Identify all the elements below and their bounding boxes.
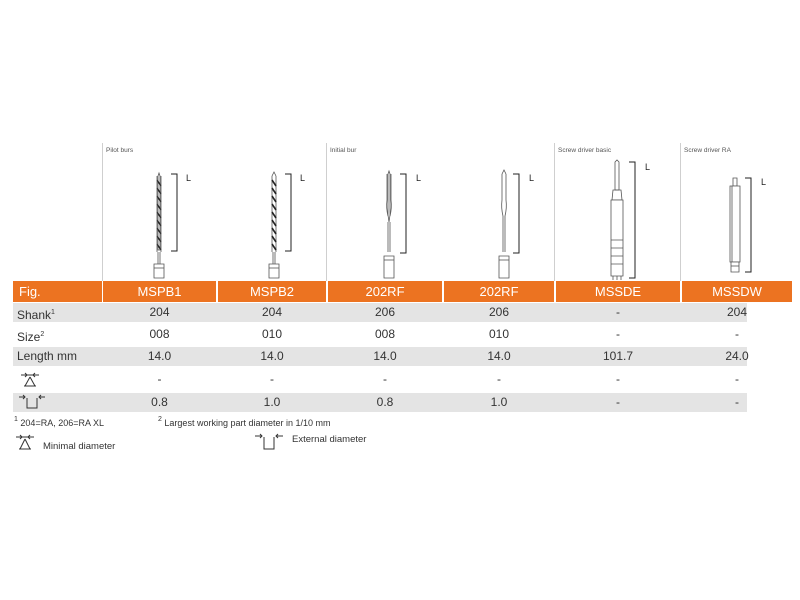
table-cell: - xyxy=(270,372,274,386)
table-cell: 24.0 xyxy=(725,349,749,363)
header-202rf-a: 202RF xyxy=(328,281,442,302)
table-cell: - xyxy=(157,372,162,386)
header-202rf-b: 202RF xyxy=(444,281,554,302)
row-label: Length mm xyxy=(17,349,78,363)
table-cell: 206 xyxy=(488,305,510,319)
column-divider xyxy=(680,143,681,281)
header-fig-label: Fig. xyxy=(13,281,102,302)
footnote-1: 1 204=RA, 206=RA XL xyxy=(14,416,104,428)
table-cell: - xyxy=(497,372,501,386)
fig-label: Fig. xyxy=(19,284,41,299)
group-label-initial-bur: Initial bur xyxy=(330,147,357,154)
table-cell: 101.7 xyxy=(602,349,634,363)
table-cell: 0.8 xyxy=(376,395,394,409)
table-row-length: Length mm 14.0 14.0 14.0 14.0 101.7 24.0 xyxy=(13,347,749,366)
table-row-shank: Shank1 204 204 206 206 - 204 xyxy=(13,303,747,322)
table-cell: 010 xyxy=(488,327,510,341)
pilot-bur-mspb1-image xyxy=(153,171,165,279)
table-cell: 206 xyxy=(374,305,396,319)
table-row-size: Size2 008 010 008 010 - - xyxy=(13,325,747,344)
length-marker: L xyxy=(186,173,192,183)
table-cell: - xyxy=(616,327,620,341)
row-label: Shank1 xyxy=(17,308,55,322)
table-row-minimal-diameter: - - - - - - xyxy=(13,370,747,389)
table-cell: - xyxy=(616,395,620,409)
footnote-2: 2 Largest working part diameter in 1/10 … xyxy=(158,416,331,428)
screw-driver-mssdw-image xyxy=(729,177,741,273)
length-marker: L xyxy=(529,173,535,183)
group-label-screw-driver-ra: Screw driver RA xyxy=(684,147,731,154)
header-mssde: MSSDE xyxy=(556,281,680,302)
header-mssdw: MSSDW xyxy=(682,281,792,302)
initial-bur-202rf-b-image xyxy=(498,169,510,279)
table-cell: - xyxy=(735,372,739,386)
length-marker: L xyxy=(300,173,306,183)
table-cell: 14.0 xyxy=(487,349,511,363)
table-cell: - xyxy=(735,327,739,341)
header-mspb1: MSPB1 xyxy=(103,281,216,302)
column-divider xyxy=(102,143,103,281)
table-cell: - xyxy=(616,305,620,319)
legend-minimal-diameter: Minimal diameter xyxy=(43,441,116,452)
length-marker: L xyxy=(761,177,767,187)
row-label: Size2 xyxy=(17,330,45,344)
table-cell: - xyxy=(383,372,387,386)
table-cell: 14.0 xyxy=(260,349,284,363)
legend-external-diameter: External diameter xyxy=(292,434,367,445)
table-cell: 204 xyxy=(726,305,748,319)
screw-driver-mssde-image xyxy=(610,159,624,280)
column-divider xyxy=(554,143,555,281)
table-cell: 204 xyxy=(261,305,283,319)
length-marker: L xyxy=(416,173,422,183)
external-diameter-icon xyxy=(19,394,45,409)
table-cell: 008 xyxy=(149,327,170,341)
group-label-screw-driver-basic: Screw driver basic xyxy=(558,147,612,154)
length-marker: L xyxy=(645,162,651,172)
table-cell: 0.8 xyxy=(151,395,168,409)
pilot-bur-mspb2-image xyxy=(268,171,280,279)
minimal-diameter-icon xyxy=(21,372,39,387)
table-cell: - xyxy=(616,372,620,386)
initial-bur-202rf-a-image xyxy=(383,169,395,279)
column-divider xyxy=(326,143,327,281)
table-row-external-diameter: 0.8 1.0 0.8 1.0 - - xyxy=(13,393,747,412)
table-cell: 1.0 xyxy=(490,395,508,409)
table-cell: 1.0 xyxy=(263,395,281,409)
table-cell: 14.0 xyxy=(373,349,397,363)
minimal-diameter-icon xyxy=(16,434,34,450)
external-diameter-icon xyxy=(255,433,283,450)
header-mspb2: MSPB2 xyxy=(218,281,326,302)
table-cell: 008 xyxy=(374,327,396,341)
table-cell: 204 xyxy=(149,305,170,319)
table-cell: 010 xyxy=(261,327,283,341)
group-label-pilot-burs: Pilot burs xyxy=(106,147,134,154)
table-cell: - xyxy=(735,395,739,409)
product-images xyxy=(153,159,752,280)
table-cell: 14.0 xyxy=(147,349,172,363)
